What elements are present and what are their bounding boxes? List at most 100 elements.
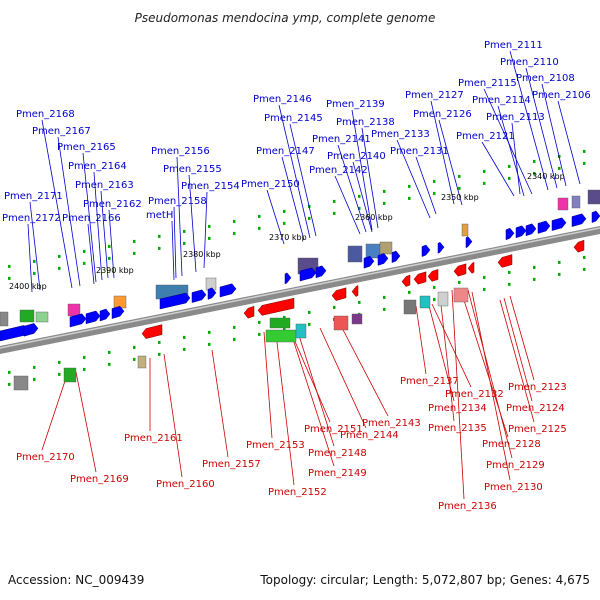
track-tick — [533, 277, 536, 281]
track-tick — [508, 282, 511, 286]
track-tick — [408, 196, 411, 200]
track-tick — [283, 327, 286, 331]
forward-leader-line — [100, 190, 109, 279]
forward-leader-line — [525, 67, 558, 189]
feature-box — [63, 367, 77, 383]
track-tick — [433, 179, 436, 183]
feature-box — [419, 295, 431, 309]
track-tick — [383, 307, 386, 311]
reverse-gene-label: Pmen_2128 — [482, 439, 541, 450]
track-tick — [83, 367, 86, 371]
forward-gene-label: Pmen_2158 — [148, 196, 207, 207]
forward-gene-label: Pmen_2138 — [336, 117, 395, 128]
leader-lines — [27, 50, 581, 500]
forward-gene-label: metH — [146, 210, 173, 221]
reverse-gene-label: Pmen_2123 — [508, 382, 567, 393]
forward-gene-arrow — [525, 223, 537, 237]
forward-leader-line — [352, 161, 373, 233]
forward-gene-arrow — [363, 255, 375, 269]
reverse-leader-line — [295, 325, 335, 447]
forward-gene-label: Pmen_2140 — [327, 151, 386, 162]
track-tick — [458, 186, 461, 190]
reverse-gene-label: Pmen_2144 — [340, 430, 399, 441]
track-tick — [33, 377, 36, 381]
forward-gene-label: Pmen_2164 — [68, 161, 127, 172]
track-tick — [583, 267, 586, 271]
forward-gene-arrow — [69, 313, 87, 328]
track-tick — [483, 169, 486, 173]
track-tick — [383, 295, 386, 299]
feature-box — [137, 355, 147, 369]
forward-gene-arrow — [159, 292, 191, 310]
reverse-gene-arrow — [453, 263, 467, 277]
forward-leader-line — [266, 189, 285, 245]
forward-leader-line — [87, 223, 95, 285]
forward-leader-line — [438, 119, 463, 206]
topology-text: Topology: circular; Length: 5,072,807 bp… — [260, 573, 590, 587]
feature-box — [461, 223, 469, 237]
backbone-highlight — [0, 227, 600, 349]
reverse-gene-arrow — [141, 324, 163, 339]
forward-leader-line — [281, 156, 305, 241]
forward-gene-arrow — [391, 250, 401, 263]
tick-marks — [8, 149, 586, 386]
track-tick — [558, 272, 561, 276]
reverse-leader-line — [163, 353, 183, 478]
forward-leader-line — [82, 152, 97, 283]
forward-leader-line — [278, 104, 311, 239]
reverse-gene-label: Pmen_2125 — [508, 424, 567, 435]
forward-gene-label: Pmen_2133 — [371, 129, 430, 140]
forward-gene-arrow — [85, 310, 101, 325]
forward-leader-line — [29, 201, 41, 291]
track-tick — [158, 246, 161, 250]
forward-gene-label: Pmen_2156 — [151, 146, 210, 157]
track-tick — [108, 244, 111, 248]
track-tick — [258, 214, 261, 218]
forward-gene-label: Pmen_2172 — [2, 213, 61, 224]
reverse-gene-label: Pmen_2169 — [70, 474, 129, 485]
reverse-gene-label: Pmen_2151 — [304, 424, 363, 435]
forward-gene-label: Pmen_2171 — [4, 191, 63, 202]
kbp-label: 2370 kbp — [269, 233, 307, 242]
track-tick — [558, 260, 561, 264]
track-tick — [333, 199, 336, 203]
track-tick — [133, 357, 136, 361]
track-tick — [508, 270, 511, 274]
forward-gene-label: Pmen_2127 — [405, 90, 464, 101]
reverse-gene-arrow — [351, 284, 359, 297]
reverse-leader-line — [289, 329, 335, 467]
forward-gene-label: Pmen_2106 — [532, 90, 591, 101]
track-tick — [108, 350, 111, 354]
reverse-leader-line — [319, 327, 367, 429]
reverse-gene-label: Pmen_2157 — [202, 459, 261, 470]
forward-gene-label: Pmen_2121 — [456, 131, 515, 142]
feature-box — [35, 311, 49, 323]
track-tick — [233, 231, 236, 235]
reverse-gene-label: Pmen_2170 — [16, 452, 75, 463]
track-tick — [433, 285, 436, 289]
feature-box — [269, 317, 291, 329]
reverse-gene-label: Pmen_2135 — [428, 423, 487, 434]
reverse-gene-arrow — [467, 261, 475, 274]
track-tick — [508, 176, 511, 180]
kbp-label: 2340 kbp — [527, 172, 565, 181]
forward-leader-line — [41, 119, 73, 289]
track-tick — [83, 249, 86, 253]
feature-box — [0, 311, 9, 327]
reverse-leader-line — [509, 295, 535, 381]
reverse-gene-label: Pmen_2124 — [506, 403, 565, 414]
forward-gene-label: Pmen_2165 — [57, 142, 116, 153]
forward-gene-arrow — [111, 305, 125, 319]
track-tick — [283, 315, 286, 319]
forward-leader-line — [481, 141, 515, 197]
forward-gene-label: Pmen_2142 — [309, 165, 368, 176]
forward-gene-label: Pmen_2145 — [264, 113, 323, 124]
track-tick — [483, 287, 486, 291]
track-tick — [308, 216, 311, 220]
forward-leader-line — [497, 105, 525, 197]
feature-box — [19, 309, 35, 323]
forward-leader-line — [27, 223, 33, 293]
forward-leader-line — [108, 209, 115, 279]
track-tick — [8, 370, 11, 374]
